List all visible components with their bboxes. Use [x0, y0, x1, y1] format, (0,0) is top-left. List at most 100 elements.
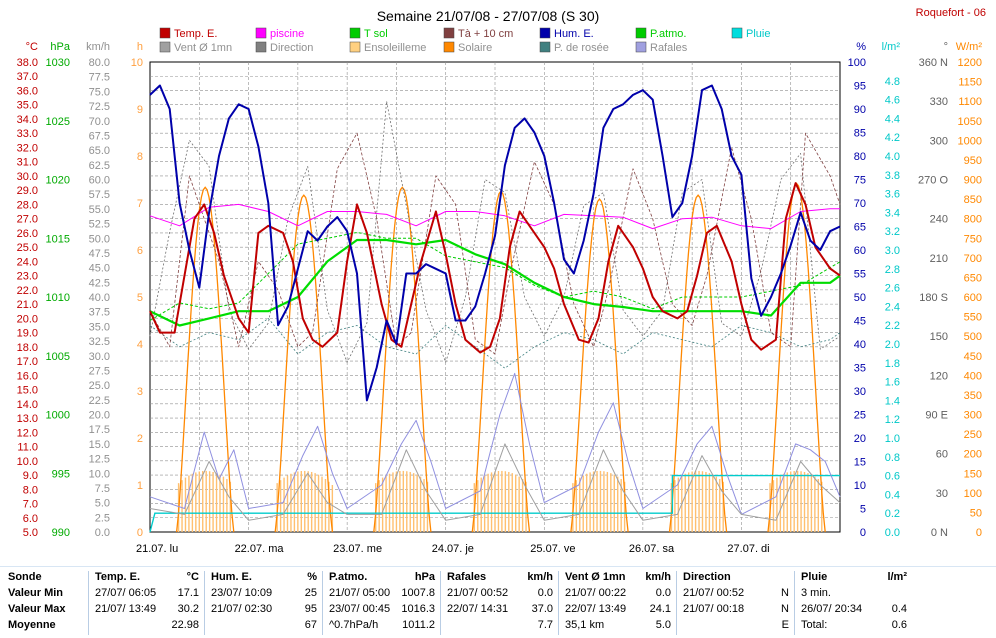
summary-hum: Hum. E. % 23/07/ 10:09 25 21/07/ 02:30 9… — [204, 571, 323, 635]
legend-swatch — [635, 27, 647, 39]
legend-label: T sol — [364, 28, 388, 40]
tick-label-solar: 50 — [970, 507, 982, 519]
tick-label-hpa: 990 — [52, 527, 70, 539]
solar-series — [373, 186, 432, 533]
tick-label-hpa: 1005 — [46, 351, 70, 363]
solar-series — [274, 194, 334, 533]
tick-label-rain: 1.6 — [885, 377, 900, 389]
tick-label-kmh: 57.5 — [89, 189, 110, 201]
vent-max-val: 24.1 — [649, 603, 671, 615]
tick-label-rain: 3.4 — [885, 207, 900, 219]
tick-label-solar: 900 — [964, 175, 982, 187]
vent-min-date: 21/07/ 00:22 — [565, 587, 627, 599]
tick-label-rain: 1.2 — [885, 414, 900, 426]
x-tick-label: 24.07. je — [432, 543, 474, 555]
tick-label-h: 1 — [137, 480, 143, 492]
weather-chart: Semaine 21/07/08 - 27/07/08 (S 30) Roque… — [17, 7, 986, 555]
tick-label-temp: 12.0 — [17, 427, 38, 439]
tick-label-solar: 850 — [964, 194, 982, 206]
tick-label-temp: 33.0 — [17, 128, 38, 140]
tick-label-dir: 240 — [930, 214, 948, 226]
pluie-total: 0.6 — [891, 619, 907, 631]
legend-swatch — [731, 27, 743, 39]
plot-area — [149, 84, 841, 533]
legend-swatch — [349, 27, 361, 39]
tick-label-h: 9 — [137, 104, 143, 116]
legend-label: Direction — [270, 42, 313, 54]
tick-label-kmh: 10.0 — [89, 468, 110, 480]
rain-series — [149, 474, 840, 533]
dir-title: Direction — [683, 571, 731, 583]
legend-swatch — [159, 41, 171, 53]
tick-label-rain: 4.4 — [885, 113, 900, 125]
tick-label-kmh: 32.5 — [89, 336, 110, 348]
tick-label-rain: 3.2 — [885, 226, 900, 238]
series-patmo — [149, 231, 841, 321]
pluie-interval: 3 min. — [801, 587, 831, 599]
temp-avg: 22.98 — [171, 619, 199, 631]
tick-label-dir: 360 N — [919, 57, 948, 69]
axis-unit-temp: °C — [26, 41, 38, 53]
legend-label: Temp. E. — [174, 28, 217, 40]
tick-label-hpa: 1025 — [46, 116, 70, 128]
hum-min-val: 25 — [304, 587, 317, 599]
series-vent — [149, 443, 841, 521]
vent-unit: km/h — [645, 571, 671, 583]
tick-label-solar: 300 — [964, 410, 982, 422]
tick-label-temp: 25.0 — [17, 242, 38, 254]
tick-label-temp: 23.0 — [17, 271, 38, 283]
tick-label-dir: 120 — [930, 370, 948, 382]
rafales-min-val: 0.0 — [537, 587, 553, 599]
tick-label-kmh: 77.5 — [89, 72, 110, 84]
legend-swatch — [539, 27, 551, 39]
legend-label: piscine — [270, 28, 304, 40]
tick-label-temp: 20.0 — [17, 313, 38, 325]
tick-label-solar: 200 — [964, 449, 982, 461]
legend-label: Solaire — [458, 42, 492, 54]
pluie-max-val: 0.4 — [891, 603, 907, 615]
tick-label-h: 6 — [137, 245, 143, 257]
tick-label-temp: 37.0 — [17, 71, 38, 83]
rafales-avg: 7.7 — [537, 619, 553, 631]
tick-label-hpa: 1010 — [46, 292, 70, 304]
tick-label-h: 4 — [137, 339, 143, 351]
tick-label-solar: 400 — [964, 370, 982, 382]
tick-label-temp: 7.0 — [23, 499, 38, 511]
axis-unit-rain: l/m² — [882, 41, 901, 53]
temp-max-date: 21/07/ 13:49 — [95, 603, 157, 615]
tick-label-hpa: 1000 — [46, 410, 70, 422]
temp-max-val: 30.2 — [177, 603, 199, 615]
tick-label-h: 10 — [131, 57, 143, 69]
legend-label: Tà + 10 cm — [458, 28, 513, 40]
tick-label-dir: 300 — [930, 135, 948, 147]
rafales-title: Rafales — [447, 571, 487, 583]
legend-label: P.atmo. — [650, 28, 687, 40]
tick-label-kmh: 50.0 — [89, 233, 110, 245]
tick-label-kmh: 55.0 — [89, 204, 110, 216]
tick-label-rain: 2.8 — [885, 264, 900, 276]
vent-max-date: 22/07/ 13:49 — [565, 603, 627, 615]
tick-label-temp: 28.0 — [17, 199, 38, 211]
tick-label-temp: 19.0 — [17, 328, 38, 340]
tick-label-rain: 4.6 — [885, 95, 900, 107]
sonde-min-label: Valeur Min — [8, 587, 64, 599]
tick-label-pct: 0 — [860, 527, 866, 539]
x-tick-label: 27.07. di — [727, 543, 769, 555]
tick-label-kmh: 12.5 — [89, 454, 110, 466]
tick-label-dir: 60 — [936, 449, 948, 461]
tick-label-kmh: 37.5 — [89, 307, 110, 319]
tick-label-solar: 800 — [964, 214, 982, 226]
patmo-title: P.atmo. — [329, 571, 368, 583]
temp-min-date: 27/07/ 06:05 — [95, 587, 157, 599]
legend-label: Ensoleilleme — [364, 42, 426, 54]
tick-label-kmh: 20.0 — [89, 410, 110, 422]
dir-min-val: N — [781, 587, 789, 599]
hum-unit: % — [307, 571, 317, 583]
patmo-min-val: 1007.8 — [401, 587, 435, 599]
tick-label-kmh: 27.5 — [89, 365, 110, 377]
tick-label-rain: 0.2 — [885, 508, 900, 520]
tick-label-pct: 90 — [854, 104, 866, 116]
tick-label-rain: 3.0 — [885, 245, 900, 257]
tick-label-temp: 22.0 — [17, 285, 38, 297]
tick-label-temp: 27.0 — [17, 214, 38, 226]
